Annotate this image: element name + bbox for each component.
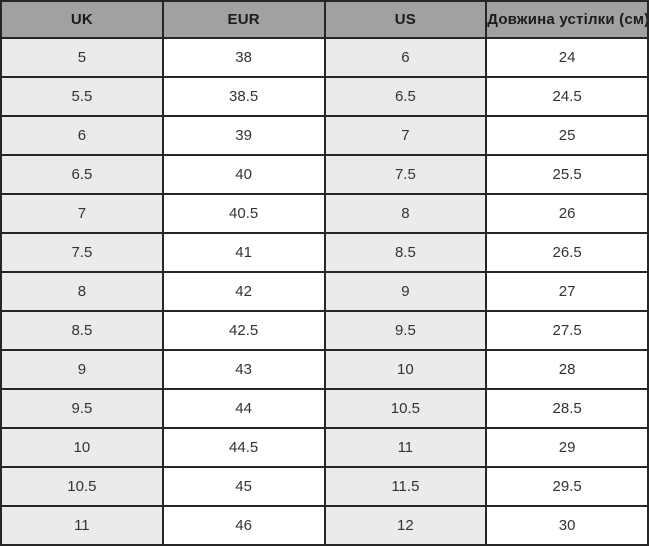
table-row: 8.5 42.5 9.5 27.5 [0, 310, 649, 351]
size-cell: 38.5 [161, 76, 326, 117]
size-cell: 12 [323, 505, 488, 546]
size-cell: 29.5 [485, 466, 649, 507]
size-cell: 5.5 [0, 76, 164, 117]
size-cell: 45 [161, 466, 326, 507]
size-cell: 7 [323, 115, 488, 156]
column-header-us: US [323, 0, 488, 39]
size-cell: 8 [323, 193, 488, 234]
size-cell: 40 [161, 154, 326, 195]
table-row: 7 40.5 8 26 [0, 193, 649, 234]
table-row: 9.5 44 10.5 28.5 [0, 388, 649, 429]
size-cell: 27.5 [485, 310, 649, 351]
size-cell: 39 [161, 115, 326, 156]
size-cell: 26.5 [485, 232, 649, 273]
size-cell: 9 [323, 271, 488, 312]
size-cell: 11 [0, 505, 164, 546]
size-cell: 44.5 [161, 427, 326, 468]
size-cell: 7.5 [0, 232, 164, 273]
size-cell: 41 [161, 232, 326, 273]
size-cell: 7.5 [323, 154, 488, 195]
table-header: UK EUR US Довжина устілки (см) [0, 0, 649, 39]
size-cell: 24.5 [485, 76, 649, 117]
table-row: 9 43 10 28 [0, 349, 649, 390]
table-row: 6.5 40 7.5 25.5 [0, 154, 649, 195]
size-cell: 44 [161, 388, 326, 429]
column-header-uk: UK [0, 0, 164, 39]
size-cell: 43 [161, 349, 326, 390]
size-cell: 38 [161, 37, 326, 78]
size-cell: 24 [485, 37, 649, 78]
size-cell: 8.5 [323, 232, 488, 273]
header-row: UK EUR US Довжина устілки (см) [0, 0, 649, 39]
size-cell: 5 [0, 37, 164, 78]
size-cell: 6.5 [0, 154, 164, 195]
column-header-insole-length: Довжина устілки (см) [485, 0, 649, 39]
size-cell: 10.5 [323, 388, 488, 429]
table-row: 10 44.5 11 29 [0, 427, 649, 468]
size-cell: 6 [0, 115, 164, 156]
size-cell: 25 [485, 115, 649, 156]
size-cell: 11 [323, 427, 488, 468]
table-row: 10.5 45 11.5 29.5 [0, 466, 649, 507]
size-cell: 28.5 [485, 388, 649, 429]
size-cell: 46 [161, 505, 326, 546]
column-header-eur: EUR [161, 0, 326, 39]
size-cell: 26 [485, 193, 649, 234]
table-row: 7.5 41 8.5 26.5 [0, 232, 649, 273]
size-cell: 27 [485, 271, 649, 312]
size-cell: 8.5 [0, 310, 164, 351]
table-row: 5 38 6 24 [0, 37, 649, 78]
table-row: 6 39 7 25 [0, 115, 649, 156]
size-cell: 29 [485, 427, 649, 468]
size-cell: 42.5 [161, 310, 326, 351]
size-cell: 28 [485, 349, 649, 390]
size-cell: 6.5 [323, 76, 488, 117]
size-cell: 9.5 [323, 310, 488, 351]
size-cell: 11.5 [323, 466, 488, 507]
table-body: 5 38 6 24 5.5 38.5 6.5 24.5 6 39 7 25 6.5 40 7.5 25.5 7 4… [0, 37, 649, 546]
size-cell: 6 [323, 37, 488, 78]
size-cell: 9.5 [0, 388, 164, 429]
table-row: 5.5 38.5 6.5 24.5 [0, 76, 649, 117]
size-cell: 10 [323, 349, 488, 390]
size-cell: 30 [485, 505, 649, 546]
size-cell: 40.5 [161, 193, 326, 234]
size-cell: 25.5 [485, 154, 649, 195]
size-cell: 8 [0, 271, 164, 312]
size-cell: 9 [0, 349, 164, 390]
table-row: 11 46 12 30 [0, 505, 649, 546]
size-cell: 10.5 [0, 466, 164, 507]
table-row: 8 42 9 27 [0, 271, 649, 312]
size-cell: 7 [0, 193, 164, 234]
size-cell: 10 [0, 427, 164, 468]
size-cell: 42 [161, 271, 326, 312]
